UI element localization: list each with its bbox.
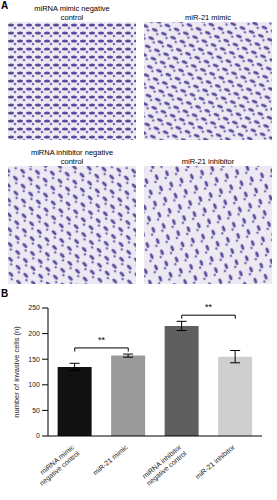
- svg-text:0: 0: [36, 432, 40, 439]
- svg-text:miR-21 mimic: miR-21 mimic: [92, 443, 130, 476]
- html-text:miR-21 mimic: miR-21 mimic: [185, 13, 231, 22]
- svg-text:50: 50: [32, 407, 40, 414]
- svg-text:150: 150: [28, 356, 40, 363]
- svg-text:200: 200: [28, 330, 40, 337]
- svg-text:**: **: [98, 335, 106, 345]
- html-text:B: B: [1, 288, 9, 299]
- html-text:miRNA mimic negative control: miRNA mimic negative control: [34, 4, 110, 22]
- svg-text:**: **: [205, 302, 213, 312]
- svg-text:number of invasive cells (n): number of invasive cells (n): [12, 326, 21, 418]
- html-text:miR-21 inhibitor: miR-21 inhibitor: [181, 157, 235, 166]
- svg-text:miRNA inhibitornegative contro: miRNA inhibitornegative control: [140, 443, 189, 487]
- svg-text:100: 100: [28, 381, 40, 388]
- html-text:miRNA inhibitor negative contr: miRNA inhibitor negative control: [30, 148, 114, 166]
- svg-text:miR-21 inhibitor: miR-21 inhibitor: [194, 443, 237, 480]
- svg-text:miRNA mimicnegative control: miRNA mimicnegative control: [33, 443, 82, 487]
- svg-text:250: 250: [28, 304, 40, 311]
- html-text:A: A: [1, 0, 9, 11]
